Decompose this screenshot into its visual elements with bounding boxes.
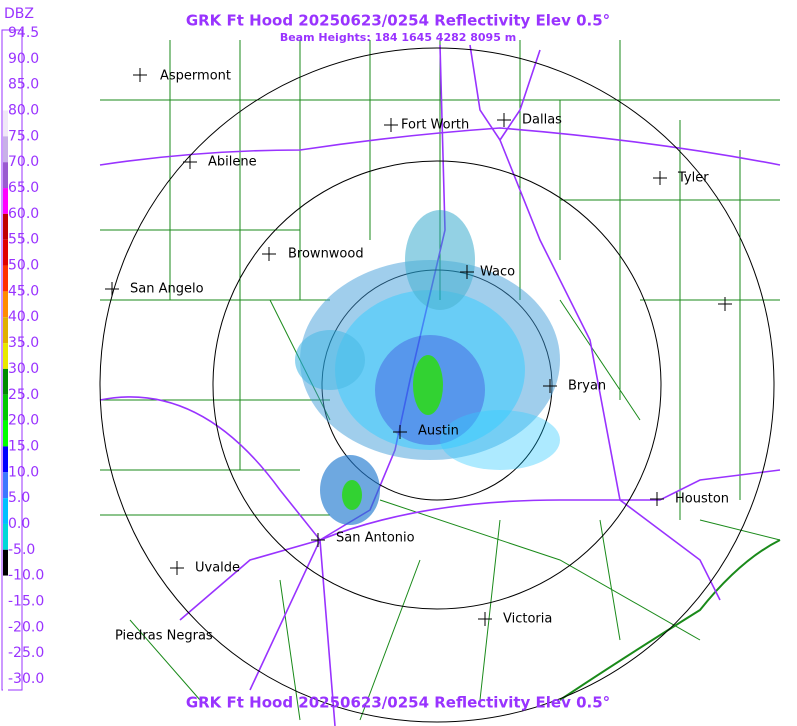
city-marker	[183, 155, 197, 169]
city-marker	[497, 113, 511, 127]
colorbar-swatch	[3, 110, 8, 137]
subtitle: Beam Heights: 184 1645 4282 8095 m	[280, 31, 516, 44]
range-rings	[99, 47, 775, 723]
colorbar-label: 65.0	[8, 180, 39, 196]
colorbar-label: 85.0	[8, 77, 39, 93]
colorbar-label: 90.0	[8, 51, 39, 67]
colorbar-label: -25.0	[8, 645, 44, 661]
colorbar-label: -15.0	[8, 593, 44, 609]
colorbar-swatch	[3, 523, 8, 550]
colorbar-swatch	[3, 498, 8, 524]
radar-echoes	[295, 210, 560, 525]
city-marker	[384, 118, 398, 132]
colorbar-frame	[1, 29, 23, 691]
city-marker	[393, 425, 407, 439]
city-label: Piedras Negras	[115, 629, 213, 644]
city-label: San Angelo	[130, 282, 204, 297]
colorbar-swatch	[3, 575, 8, 602]
city-label: Bryan	[568, 379, 606, 394]
city-label: Brownwood	[288, 247, 364, 262]
city-marker	[460, 265, 474, 279]
city-marker	[543, 379, 557, 393]
city-label: San Antonio	[336, 531, 415, 546]
title: GRK Ft Hood 20250623/0254 Reflectivity E…	[186, 12, 610, 30]
city-label: Tyler	[677, 171, 709, 186]
colorbar-swatch	[3, 317, 8, 344]
colorbar-label: 55.0	[8, 232, 39, 248]
city-marker	[262, 247, 276, 261]
colorbar-swatch	[3, 239, 8, 266]
city-marker	[478, 612, 492, 626]
colorbar-swatch	[3, 653, 8, 679]
colorbar-label: 25.0	[8, 387, 39, 403]
colorbar-label: 94.5	[8, 25, 39, 41]
colorbar-label: 75.0	[8, 128, 39, 144]
city-label: Abilene	[208, 155, 257, 170]
city-marker	[653, 171, 667, 185]
colorbar-label: 20.0	[8, 413, 39, 429]
colorbar-label: 30.0	[8, 361, 39, 377]
footer-title: GRK Ft Hood 20250623/0254 Reflectivity E…	[186, 694, 610, 712]
city-marker	[311, 533, 325, 547]
city-label: Fort Worth	[401, 118, 469, 133]
colorbar-swatch	[3, 627, 8, 654]
colorbar-swatch	[3, 601, 8, 628]
colorbar-label: -30.0	[8, 671, 44, 687]
city-label: Austin	[418, 424, 459, 439]
colorbar-swatch	[3, 549, 8, 576]
colorbar-label: -20.0	[8, 619, 44, 635]
colorbar-label: 35.0	[8, 335, 39, 351]
colorbar-swatch	[3, 213, 8, 240]
colorbar-label: -10.0	[8, 568, 44, 584]
colorbar-label: 70.0	[8, 154, 39, 170]
colorbar-label: 0.0	[8, 516, 30, 532]
colorbar-swatch	[3, 84, 8, 111]
colorbar-swatch	[3, 446, 8, 473]
colorbar-label: 5.0	[8, 490, 30, 506]
colorbar-swatch	[3, 343, 8, 369]
colorbar-swatch	[3, 265, 8, 292]
city-label: Dallas	[522, 113, 562, 128]
city-marker	[170, 561, 184, 575]
city-label: Uvalde	[195, 561, 240, 576]
colorbar-label: 10.0	[8, 464, 39, 480]
colorbar-swatch	[3, 162, 8, 189]
site-marker	[718, 297, 732, 311]
city-label: Houston	[675, 492, 729, 507]
colorbar-swatch	[3, 33, 8, 59]
colorbar-label: 45.0	[8, 283, 39, 299]
colorbar-swatch	[3, 136, 8, 163]
colorbar-swatch	[3, 291, 8, 318]
colorbar-swatch	[3, 472, 8, 499]
colorbar-swatch	[3, 394, 8, 421]
colorbar-swatch	[3, 679, 8, 705]
city-marker	[650, 492, 664, 506]
colorbar-label: 50.0	[8, 258, 39, 274]
colorbar-title: DBZ	[4, 6, 34, 22]
colorbar-label: -5.0	[8, 542, 35, 558]
city-label: Victoria	[503, 612, 552, 627]
colorbar-swatch	[3, 368, 8, 395]
city-marker	[105, 282, 119, 296]
city-label: Waco	[480, 265, 515, 280]
city-marker	[133, 68, 147, 82]
colorbar-swatch	[3, 420, 8, 447]
colorbar-label: 80.0	[8, 103, 39, 119]
colorbar-swatch	[3, 188, 8, 214]
city-label: Aspermont	[160, 69, 231, 84]
colorbar-label: 40.0	[8, 309, 39, 325]
colorbar-label: 15.0	[8, 438, 39, 454]
colorbar-label: 60.0	[8, 206, 39, 222]
colorbar-swatch	[3, 58, 8, 85]
